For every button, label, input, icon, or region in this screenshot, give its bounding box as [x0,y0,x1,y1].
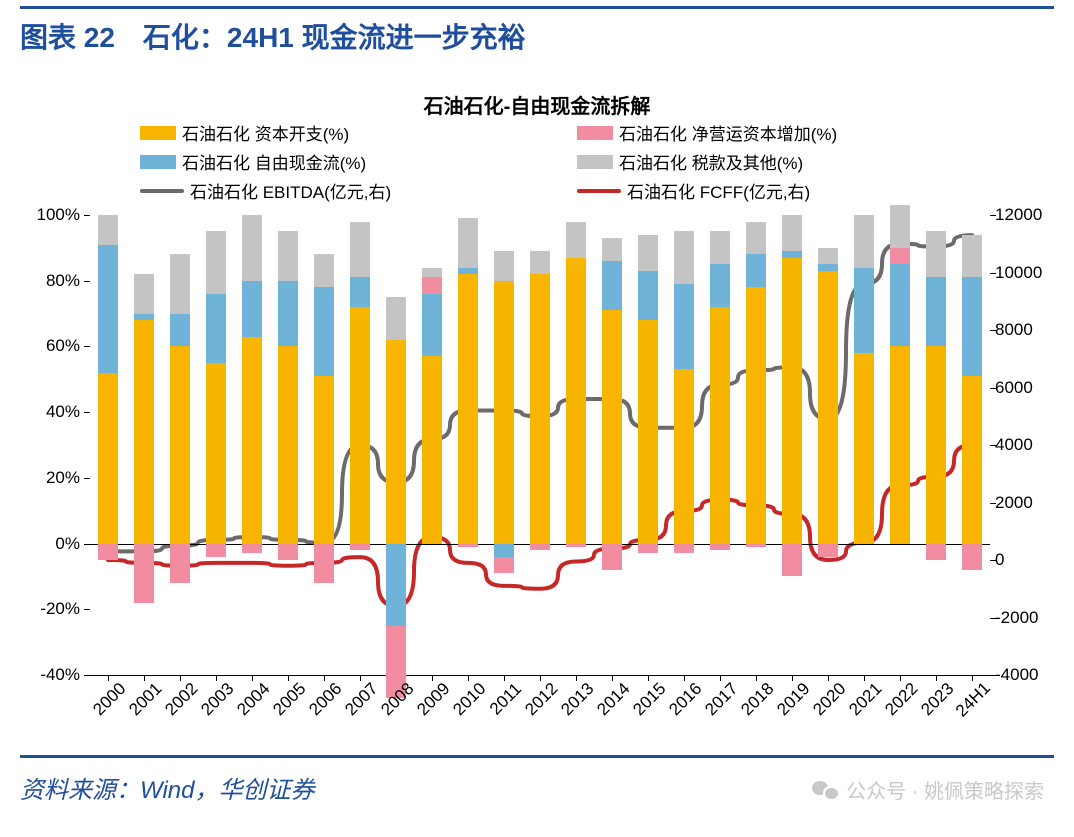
legend-tax: 石油石化 税款及其他(%) [577,149,1014,174]
x-tick-label: 24H1 [952,678,995,721]
y-axis-left-labels: -40%-20%0%20%40%60%80%100% [20,215,80,675]
bar-group [854,215,875,675]
bar-group [206,215,227,675]
x-tick-label: 2002 [161,679,202,720]
x-tick-label: 2014 [593,679,634,720]
bar-group [746,215,767,675]
bar-group [674,215,695,675]
legend-label: 石油石化 FCFF(亿元,右) [627,178,810,203]
x-tick-label: 2007 [341,679,382,720]
bar-group [98,215,119,675]
x-tick-label: 2006 [305,679,346,720]
bar-group [782,215,803,675]
x-tick-label: 2020 [809,679,850,720]
bar-group [530,215,551,675]
plot-area [90,215,990,676]
y-left-tick-label: 20% [20,468,80,488]
bar-group [386,215,407,675]
y-left-tick-label: -20% [20,599,80,619]
legend-label: 石油石化 自由现金流(%) [182,149,366,174]
legend-label: 石油石化 税款及其他(%) [619,149,803,174]
y-right-tick-label: 4000 [995,435,1055,455]
header-rule-bottom [20,755,1054,758]
watermark-text: 公众号 · 姚佩策略探索 [846,775,1044,804]
x-tick-label: 2000 [89,679,130,720]
y-right-tick-label: -4000 [995,665,1055,685]
chart-title: 石油石化-自由现金流拆解 [0,90,1074,119]
y-right-tick-label: 2000 [995,493,1055,513]
x-tick-label: 2018 [737,679,778,720]
x-tick-label: 2015 [629,679,670,720]
legend-nwc: 石油石化 净营运资本增加(%) [577,120,1014,145]
legend-capex: 石油石化 资本开支(%) [140,120,577,145]
legend-ebitda: 石油石化 EBITDA(亿元,右) [140,178,577,203]
y-right-tick-label: 8000 [995,320,1055,340]
x-tick-label: 2012 [521,679,562,720]
swatch-fcff-line [577,189,621,193]
y-left-tick-label: 60% [20,336,80,356]
swatch-nwc [577,126,613,140]
bar-group [962,215,983,675]
legend-label: 石油石化 净营运资本增加(%) [619,120,837,145]
x-tick-label: 2004 [233,679,274,720]
bar-group [422,215,443,675]
x-tick-label: 2011 [486,679,526,719]
y-right-tick-label: 12000 [995,205,1055,225]
figure-title: 图表 22 石化：24H1 现金流进一步充裕 [20,16,526,56]
bar-group [350,215,371,675]
chart-area: -40%-20%0%20%40%60%80%100% -4000-2000020… [90,215,990,675]
header-rule-top [20,6,1054,9]
legend-fcf: 石油石化 自由现金流(%) [140,149,577,174]
swatch-ebitda-line [140,189,184,193]
legend-label: 石油石化 资本开支(%) [182,120,349,145]
bar-group [818,215,839,675]
bar-group [494,215,515,675]
bar-group [314,215,335,675]
wechat-icon [812,779,838,801]
x-tick-label: 2008 [377,679,418,720]
x-tick-label: 2016 [665,679,706,720]
y-axis-right-labels: -4000-2000020004000600080001000012000 [995,215,1055,675]
x-tick-label: 2010 [449,679,490,720]
y-right-tick-label: -2000 [995,608,1055,628]
bar-group [278,215,299,675]
bar-group [170,215,191,675]
y-left-tick-label: 40% [20,402,80,422]
bar-group [458,215,479,675]
y-left-tick-label: 80% [20,271,80,291]
source-text: 资料来源：Wind，华创证券 [20,770,314,805]
x-tick-label: 2019 [773,679,814,720]
x-tick-label: 2021 [845,679,886,720]
x-tick-label: 2003 [197,679,238,720]
bar-group [242,215,263,675]
x-tick-label: 2023 [917,679,958,720]
bar-group [638,215,659,675]
y-right-tick-label: 6000 [995,378,1055,398]
swatch-fcf [140,155,176,169]
y-left-tick-label: 0% [20,534,80,554]
bar-group [926,215,947,675]
legend: 石油石化 资本开支(%) 石油石化 净营运资本增加(%) 石油石化 自由现金流(… [140,120,1014,203]
x-tick-label: 2001 [125,679,166,720]
legend-label: 石油石化 EBITDA(亿元,右) [190,178,391,203]
x-tick-label: 2022 [881,679,922,720]
y-left-tick-label: -40% [20,665,80,685]
bar-group [710,215,731,675]
bar-group [134,215,155,675]
y-left-tick-label: 100% [20,205,80,225]
x-tick-label: 2017 [701,679,742,720]
y-right-tick-label: 10000 [995,263,1055,283]
x-tick-label: 2013 [557,679,598,720]
swatch-tax [577,155,613,169]
bar-group [602,215,623,675]
bar-group [890,215,911,675]
bar-group [566,215,587,675]
x-axis-labels: 2000200120022003200420052006200720082009… [90,683,990,743]
x-tick-label: 2009 [413,679,454,720]
legend-fcff: 石油石化 FCFF(亿元,右) [577,178,1014,203]
watermark: 公众号 · 姚佩策略探索 [812,775,1044,804]
y-right-tick-label: 0 [995,550,1055,570]
x-tick-label: 2005 [269,679,310,720]
swatch-capex [140,126,176,140]
